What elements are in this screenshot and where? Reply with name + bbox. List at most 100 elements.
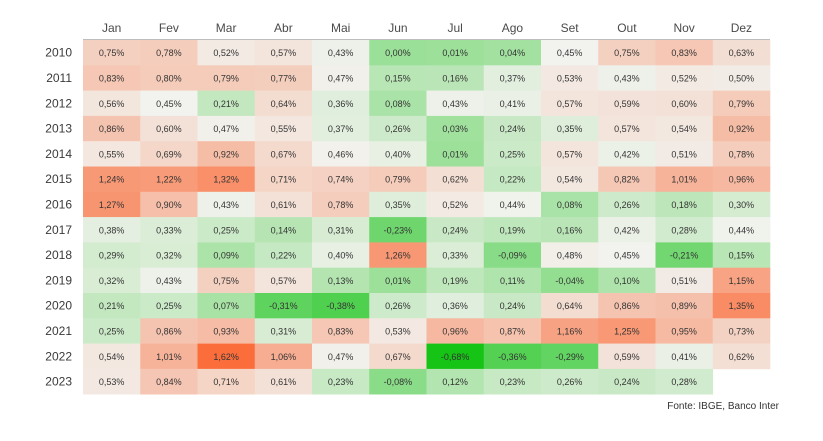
cell-2017-set: [541, 217, 599, 243]
cell-label-2015-ago: 0,22%: [500, 175, 526, 185]
cell-label-2017-fev: 0,33%: [156, 225, 182, 235]
cell-2021-out: [598, 318, 656, 344]
cell-label-2021-out: 1,25%: [614, 326, 640, 336]
cell-2022-mai: [312, 343, 370, 370]
month-label-fev: Fev: [159, 21, 179, 35]
cell-label-2017-mar: 0,25%: [213, 225, 239, 235]
cell-label-2020-fev: 0,25%: [156, 301, 182, 311]
cell-label-2023-jan: 0,53%: [99, 377, 125, 387]
cell-2023-nov: [655, 368, 714, 395]
cell-label-2020-mai: -0,38%: [326, 301, 355, 311]
cell-label-2023-mai: 0,23%: [328, 377, 354, 387]
cell-label-2013-dez: 0,92%: [729, 124, 755, 134]
cell-2021-jan: [83, 318, 141, 344]
cell-label-2010-dez: 0,63%: [729, 48, 755, 58]
cell-label-2011-nov: 0,52%: [671, 73, 697, 83]
cell-label-2022-mar: 1,62%: [213, 352, 239, 362]
cell-label-2021-jan: 0,25%: [99, 326, 125, 336]
cell-2014-mai: [312, 141, 370, 167]
cell-2021-nov: [655, 318, 714, 344]
cell-2014-mar: [197, 141, 256, 167]
cell-label-2012-jan: 0,56%: [99, 99, 125, 109]
cell-label-2021-nov: 0,95%: [671, 326, 697, 336]
cell-2022-mar: [197, 343, 256, 370]
cell-2021-ago: [483, 318, 542, 344]
cell-label-2012-jul: 0,43%: [442, 99, 468, 109]
cell-label-2020-jan: 0,21%: [99, 301, 125, 311]
cell-2017-mar: [197, 217, 256, 243]
cell-2013-dez: [712, 115, 771, 142]
year-label-2017: 2017: [45, 223, 72, 237]
cell-label-2023-fev: 0,84%: [156, 377, 182, 387]
cell-2013-mar: [197, 115, 256, 142]
cell-label-2021-mar: 0,93%: [213, 326, 239, 336]
cell-label-2013-set: 0,35%: [557, 124, 583, 134]
cell-label-2014-dez: 0,78%: [729, 149, 755, 159]
year-label-2021: 2021: [45, 324, 72, 338]
year-label-2016: 2016: [45, 197, 72, 211]
cell-2010-out: [598, 40, 656, 66]
cell-2015-mai: [312, 166, 370, 193]
cell-label-2016-jan: 1,27%: [99, 200, 125, 210]
cell-2010-jul: [426, 40, 485, 66]
cell-2015-jul: [426, 166, 485, 193]
cell-label-2019-mar: 0,75%: [213, 276, 239, 286]
cell-label-2012-nov: 0,60%: [671, 99, 697, 109]
cell-label-2012-abr: 0,64%: [271, 99, 297, 109]
cell-2022-nov: [655, 343, 714, 370]
cell-label-2011-set: 0,53%: [557, 73, 583, 83]
cell-label-2015-abr: 0,71%: [271, 175, 297, 185]
cell-2021-dez: [712, 318, 771, 344]
cell-label-2015-jul: 0,62%: [442, 175, 468, 185]
cell-label-2010-jan: 0,75%: [99, 48, 125, 58]
cell-label-2019-abr: 0,57%: [271, 276, 297, 286]
cell-label-2013-fev: 0,60%: [156, 124, 182, 134]
cell-label-2019-nov: 0,51%: [671, 276, 697, 286]
cell-2023-ago: [483, 368, 542, 395]
cell-2015-ago: [483, 166, 542, 193]
cell-2019-set: [541, 267, 599, 294]
cell-label-2021-jul: 0,96%: [442, 326, 468, 336]
cell-2011-mar: [197, 65, 256, 91]
cell-label-2021-ago: 0,87%: [500, 326, 526, 336]
cell-2013-set: [541, 115, 599, 142]
month-label-out: Out: [617, 21, 637, 35]
cell-2018-dez: [712, 242, 771, 268]
cell-2017-dez: [712, 217, 771, 243]
cell-2019-fev: [140, 267, 198, 294]
cell-label-2012-jun: 0,08%: [385, 99, 411, 109]
cell-2010-mai: [312, 40, 370, 66]
cell-2020-jun: [369, 293, 427, 319]
cell-2018-jul: [426, 242, 485, 268]
cell-2018-ago: [483, 242, 542, 268]
cell-label-2012-set: 0,57%: [557, 99, 583, 109]
cell-label-2014-nov: 0,51%: [671, 149, 697, 159]
cell-label-2016-fev: 0,90%: [156, 200, 182, 210]
cell-label-2015-out: 0,82%: [614, 175, 640, 185]
cell-label-2016-mar: 0,43%: [213, 200, 239, 210]
cell-2016-set: [541, 191, 599, 218]
cell-2021-fev: [140, 318, 198, 344]
heatmap-cells: 0,75% 0,78% 0,52% 0,57% 0,43% 0,00% 0,01% 0,04%…: [83, 40, 771, 395]
cell-2010-jun: [369, 40, 427, 66]
cell-label-2015-jun: 0,79%: [385, 175, 411, 185]
cell-label-2010-jul: 0,01%: [442, 48, 468, 58]
cell-label-2019-mai: 0,13%: [328, 276, 354, 286]
cell-label-2012-mar: 0,21%: [213, 99, 239, 109]
cell-label-2022-mai: 0,47%: [328, 352, 354, 362]
cell-label-2022-ago: -0,36%: [498, 352, 527, 362]
cell-label-2020-out: 0,86%: [614, 301, 640, 311]
cell-2010-nov: [655, 40, 714, 66]
cell-2014-nov: [655, 141, 714, 167]
cell-2011-jun: [369, 65, 427, 91]
cell-label-2010-ago: 0,04%: [500, 48, 526, 58]
cell-label-2013-nov: 0,54%: [671, 124, 697, 134]
cell-2019-out: [598, 267, 656, 294]
cell-2022-set: [541, 343, 599, 370]
month-label-nov: Nov: [673, 21, 694, 35]
cell-2023-mai: [312, 368, 370, 395]
cell-label-2012-mai: 0,36%: [328, 99, 354, 109]
cell-2016-jul: [426, 191, 485, 218]
cell-label-2020-jun: 0,26%: [385, 301, 411, 311]
